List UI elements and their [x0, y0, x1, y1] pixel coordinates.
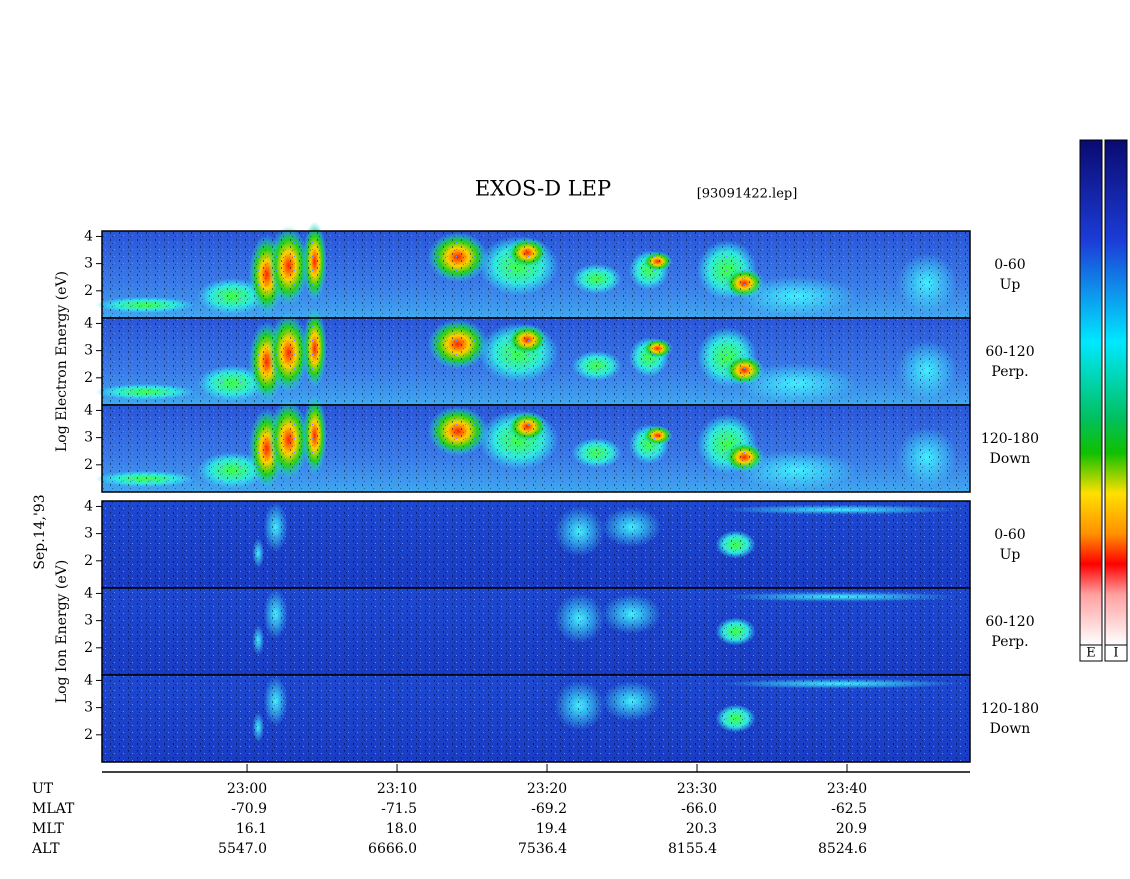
y-tick-label: 2 [84, 727, 93, 743]
speckle [102, 405, 970, 492]
y-axis-label: Log Electron Energy (eV) [54, 271, 70, 452]
x-axis-label: UT [32, 781, 54, 797]
x-tick-label: 23:40 [827, 781, 867, 797]
panel-direction: Up [1000, 547, 1021, 563]
panel-angle: 120-180 [981, 701, 1039, 717]
panel-direction: Perp. [991, 634, 1028, 650]
colorbar [1104, 139, 1128, 646]
ephemeris-value: 7536.4 [518, 841, 567, 857]
y-tick-label: 3 [84, 613, 93, 629]
y-axis-label: Log Ion Energy (eV) [54, 560, 70, 703]
ephemeris-value: -70.9 [231, 801, 267, 817]
panel-direction: Down [990, 721, 1031, 737]
y-tick-label: 4 [84, 672, 93, 688]
x-tick-label: 23:20 [527, 781, 567, 797]
y-tick-label: 4 [84, 228, 93, 244]
ephemeris-value: 5547.0 [218, 841, 267, 857]
colorbar [1079, 139, 1103, 646]
x-tick-label: 23:10 [377, 781, 417, 797]
y-tick-label: 3 [84, 526, 93, 542]
y-tick-label: 4 [84, 402, 93, 418]
ephemeris-value: -62.5 [831, 801, 867, 817]
y-tick-label: 4 [84, 498, 93, 514]
ephemeris-value: 6666.0 [368, 841, 417, 857]
ephemeris-value: 20.3 [686, 821, 717, 837]
speckle [102, 231, 970, 318]
panel-frame [101, 404, 971, 493]
panel-direction: Up [1000, 277, 1021, 293]
ephemeris-value: 8155.4 [668, 841, 717, 857]
x-tick-label: 23:30 [677, 781, 717, 797]
chart-title: EXOS-D LEP [475, 177, 611, 201]
colorbar-label-box [1104, 644, 1128, 662]
ephemeris-value: 16.1 [236, 821, 267, 837]
panel-direction: Down [990, 451, 1031, 467]
y-tick-label: 2 [84, 283, 93, 299]
panel-angle: 120-180 [981, 431, 1039, 447]
y-tick-label: 3 [84, 430, 93, 446]
ephemeris-value: 18.0 [386, 821, 417, 837]
panel-frame [101, 674, 971, 763]
panel-angle: 60-120 [985, 344, 1034, 360]
colorbar-label-box [1079, 644, 1103, 662]
ephemeris-name: ALT [31, 841, 60, 857]
ephemeris-value: 19.4 [536, 821, 567, 837]
y-tick-label: 3 [84, 256, 93, 272]
date-label: Sep.14,'93 [32, 494, 48, 569]
ephemeris-value: 20.9 [836, 821, 867, 837]
y-tick-label: 4 [84, 585, 93, 601]
ephemeris-name: MLT [32, 821, 64, 837]
speckle [102, 501, 970, 588]
speckle [102, 588, 970, 675]
ephemeris-value: -69.2 [531, 801, 567, 817]
panel-angle: 0-60 [994, 257, 1025, 273]
x-tick-label: 23:00 [227, 781, 267, 797]
ephemeris-value: 8524.6 [818, 841, 867, 857]
y-tick-label: 2 [84, 640, 93, 656]
y-tick-label: 2 [84, 457, 93, 473]
ephemeris-value: -71.5 [381, 801, 417, 817]
colorbar-label: I [1113, 646, 1118, 661]
y-tick-label: 2 [84, 370, 93, 386]
y-tick-label: 3 [84, 343, 93, 359]
colorbar-label: E [1086, 646, 1096, 661]
panel-direction: Perp. [991, 364, 1028, 380]
speckle [102, 318, 970, 405]
y-tick-label: 2 [84, 553, 93, 569]
ephemeris-name: MLAT [32, 801, 75, 817]
ephemeris-value: -66.0 [681, 801, 717, 817]
y-tick-label: 4 [84, 315, 93, 331]
y-tick-label: 3 [84, 700, 93, 716]
speckle [102, 675, 970, 762]
panel-angle: 0-60 [994, 527, 1025, 543]
file-name: [93091422.lep] [697, 187, 798, 202]
panel-angle: 60-120 [985, 614, 1034, 630]
